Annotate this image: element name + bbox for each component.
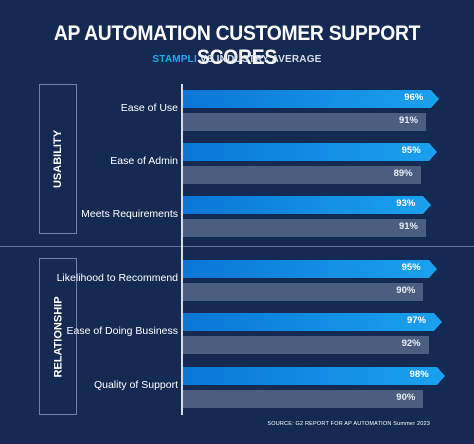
bar-industry-average: 89%: [183, 166, 421, 184]
y-axis-line: [181, 84, 183, 415]
bar-stampli: 97%: [183, 313, 442, 331]
bar-stampli: 93%: [183, 196, 432, 214]
bar-tip: [423, 196, 432, 214]
bar-stampli: 95%: [183, 143, 437, 161]
group-label-relationship: RELATIONSHIP: [52, 295, 65, 378]
subtitle-series-a: STAMPLI: [152, 54, 197, 65]
data-label: 98%: [409, 369, 429, 380]
bar-stampli: 96%: [183, 90, 440, 108]
bar-industry-average: 92%: [183, 336, 429, 354]
bar-tip: [431, 90, 440, 108]
data-label: 97%: [406, 315, 426, 326]
chart-title: AP AUTOMATION CUSTOMER SUPPORT SCORES: [53, 22, 421, 69]
group-box-relationship: [39, 258, 77, 415]
category-label: Quality of Support: [93, 379, 178, 391]
bar-industry-average: 90%: [183, 283, 424, 301]
bar-stampli: 95%: [183, 260, 437, 278]
data-label: 91%: [398, 115, 418, 126]
group-label-usability: USABILITY: [52, 129, 65, 189]
bar-stampli: 98%: [183, 367, 445, 385]
data-label: 92%: [401, 338, 421, 349]
source-note: SOURCE: G2 REPORT FOR AP AUTOMATION Summ…: [267, 421, 430, 427]
bar-tip: [428, 260, 437, 278]
bar-industry-average: 91%: [183, 219, 426, 237]
data-label: 91%: [398, 221, 418, 232]
data-label: 95%: [401, 145, 421, 156]
data-label: 89%: [393, 168, 413, 179]
data-label: 96%: [404, 92, 424, 103]
bar-industry-average: 91%: [183, 113, 426, 131]
category-label: Meets Requirements: [81, 208, 178, 220]
subtitle-series-b: INDUSTRY AVERAGE: [216, 54, 322, 65]
group-divider: [0, 246, 474, 247]
bar-tip: [436, 367, 445, 385]
chart-subtitle: STAMPLI VS INDUSTRY AVERAGE: [0, 54, 474, 65]
category-label: Likelihood to Recommend: [56, 272, 178, 284]
bar-tip: [428, 143, 437, 161]
category-label: Ease of Admin: [110, 155, 178, 167]
bar-industry-average: 90%: [183, 390, 424, 408]
subtitle-separator: VS: [196, 54, 217, 65]
data-label: 93%: [396, 198, 416, 209]
data-label: 90%: [396, 285, 416, 296]
category-label: Ease of Use: [120, 102, 178, 114]
category-label: Ease of Doing Business: [66, 325, 178, 337]
group-box-usability: [39, 84, 77, 234]
data-label: 95%: [401, 262, 421, 273]
bar-tip: [433, 313, 442, 331]
data-label: 90%: [396, 392, 416, 403]
